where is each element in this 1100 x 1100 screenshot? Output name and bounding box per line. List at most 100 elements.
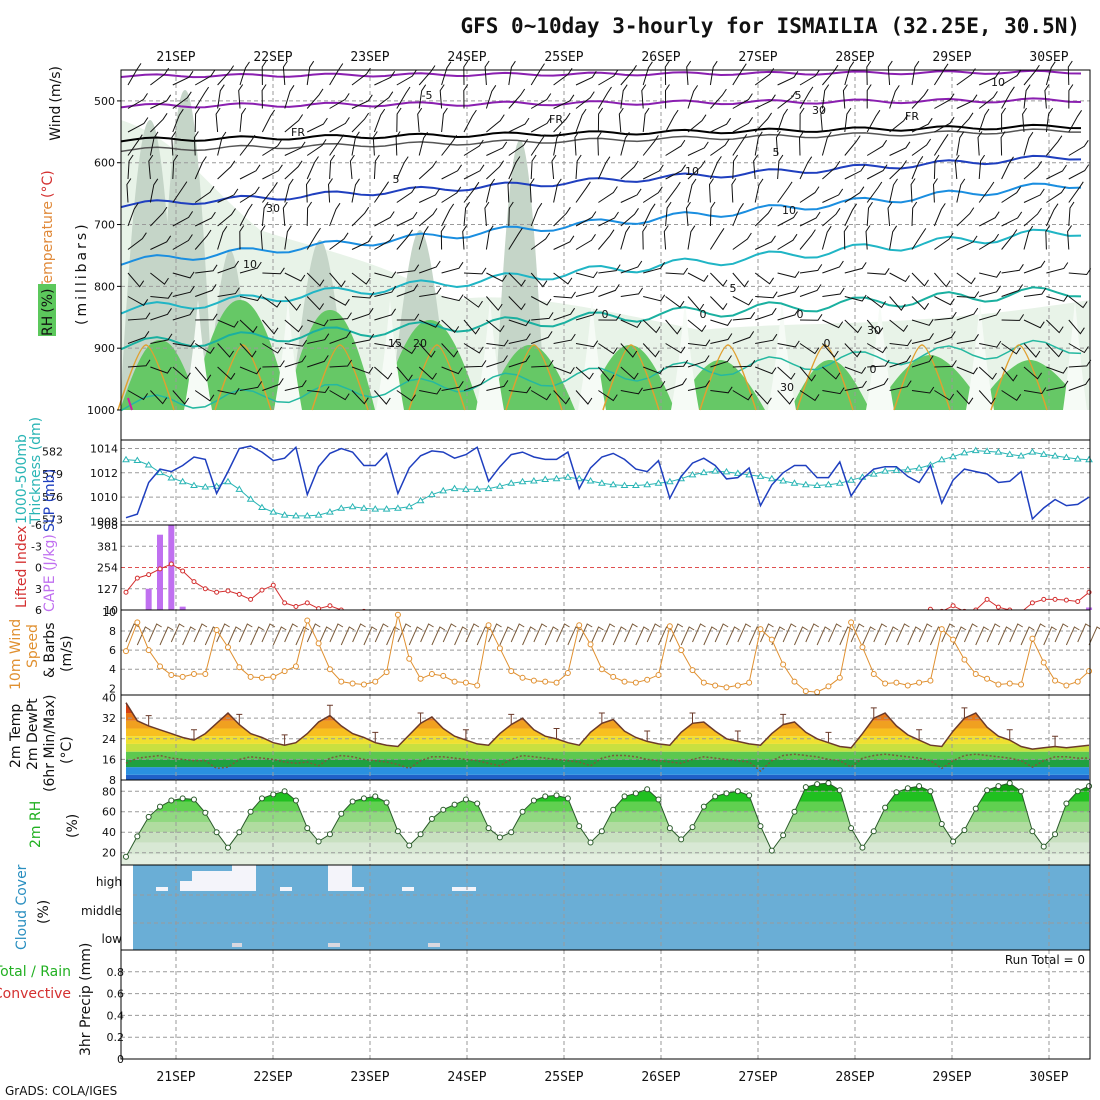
wind-barb bbox=[172, 271, 195, 279]
rh-2m-line-point bbox=[723, 790, 730, 797]
rh-dry-gap bbox=[866, 300, 894, 410]
wind-barb bbox=[351, 112, 370, 133]
contour-label: 10 bbox=[685, 165, 699, 178]
thickness-line-point bbox=[835, 479, 844, 486]
wind-speed-line-point bbox=[123, 648, 129, 655]
wind-barb bbox=[642, 164, 664, 180]
wind-barb bbox=[418, 160, 437, 180]
wind-barb bbox=[194, 366, 212, 382]
date-label-bottom: 25SEP bbox=[544, 1070, 583, 1085]
wind-barb bbox=[753, 154, 759, 180]
wind-barb bbox=[822, 260, 844, 274]
wind-speed-line-point bbox=[281, 668, 288, 675]
wind-barb-10m bbox=[1054, 623, 1069, 643]
date-label-top: 25SEP bbox=[544, 50, 583, 65]
wind-speed-line-point bbox=[1029, 635, 1036, 642]
slp-tick-label: 1010 bbox=[90, 491, 118, 504]
thickness-line-point bbox=[903, 465, 912, 473]
wind-barb bbox=[933, 203, 946, 227]
rh-2m-line-point bbox=[451, 801, 458, 808]
wind-barb bbox=[1023, 387, 1047, 395]
wind-barb bbox=[956, 307, 979, 321]
precip-tick-label: 0.4 bbox=[107, 1009, 125, 1022]
thickness-line-point bbox=[881, 467, 889, 474]
wind-speed-line-point bbox=[972, 670, 979, 677]
wind-barb-10m bbox=[442, 623, 457, 643]
wind-barb-10m bbox=[635, 626, 650, 646]
rh-2m-line-point bbox=[394, 828, 401, 835]
wind-barb-10m bbox=[136, 626, 151, 646]
rh-tick-label: 40 bbox=[102, 826, 116, 839]
cloud-cover-panel: high middle low bbox=[81, 864, 1091, 951]
thickness-line-point bbox=[450, 484, 459, 492]
wind-barb bbox=[239, 61, 250, 86]
wind-speed-line-point bbox=[1018, 681, 1025, 688]
cloud-tick-label: low bbox=[102, 932, 123, 946]
wind-barb bbox=[127, 154, 134, 180]
minmax-whisker bbox=[145, 715, 152, 726]
wind-barb-10m bbox=[760, 623, 774, 643]
wind-barb bbox=[1046, 164, 1067, 180]
date-label-top: 28SEP bbox=[835, 50, 874, 65]
thickness-line-point bbox=[462, 485, 470, 492]
wind-barb bbox=[754, 178, 764, 203]
thickness-line-point bbox=[563, 473, 572, 480]
wind-barb-10m bbox=[963, 623, 978, 643]
wind-barb bbox=[306, 117, 328, 133]
wind-barb bbox=[687, 296, 705, 311]
minmax-whisker bbox=[281, 734, 288, 746]
wind-barb bbox=[150, 366, 172, 374]
wind-barb bbox=[553, 291, 576, 299]
wind-barb-10m bbox=[454, 626, 468, 646]
wind-barb bbox=[777, 285, 800, 297]
wind-barb-10m bbox=[522, 626, 536, 646]
wind-barb bbox=[844, 186, 865, 203]
wind-barb bbox=[262, 343, 283, 354]
thickness-line-point bbox=[337, 504, 346, 511]
slp-thickness-panel: 1008 1010 1012 1014 573 576 579 582 bbox=[42, 439, 1093, 528]
wind-barb-10m bbox=[601, 623, 616, 643]
wind-speed-line-point bbox=[666, 623, 673, 630]
wind-speed-line-point bbox=[417, 675, 424, 682]
wind-barb bbox=[799, 86, 814, 109]
temp-ylabel-4: (°C) bbox=[59, 736, 75, 764]
minmax-whisker bbox=[417, 712, 424, 724]
cloud-tick-label: middle bbox=[81, 904, 122, 918]
rh-2m-line-point bbox=[972, 805, 979, 812]
wind-barb bbox=[887, 60, 893, 86]
wind-barb bbox=[463, 164, 485, 180]
grads-credit: GrADS: COLA/IGES bbox=[5, 1084, 117, 1098]
wind-barb bbox=[732, 360, 756, 368]
wind-barb bbox=[575, 285, 598, 297]
wind-barb bbox=[441, 381, 464, 391]
rh-2m-line-point bbox=[553, 792, 560, 799]
isotherm-minus10 bbox=[120, 69, 1082, 79]
rh-2m-panel: 20 40 60 80 bbox=[102, 779, 1093, 866]
wind-barb bbox=[889, 160, 907, 180]
rh-2m-line-point bbox=[621, 793, 628, 800]
wind-barb-10m bbox=[238, 623, 253, 643]
rh-2m-line-point bbox=[338, 810, 345, 817]
temp-tick-label: 32 bbox=[102, 712, 116, 725]
wind-barb-10m bbox=[488, 623, 502, 643]
thickness-line-point bbox=[586, 477, 595, 484]
wind-barb bbox=[1068, 296, 1088, 309]
thickness-line-point bbox=[484, 484, 493, 492]
wind-barb bbox=[911, 333, 934, 344]
wind-speed-line-point bbox=[746, 679, 753, 686]
wind-barb bbox=[978, 71, 1000, 86]
wind-barb bbox=[418, 131, 429, 156]
wind-barb bbox=[307, 355, 329, 368]
rh-2m-line-point bbox=[134, 833, 141, 840]
wind-barb bbox=[531, 312, 554, 321]
wind-barb bbox=[620, 260, 643, 274]
rh-dry-gap bbox=[376, 300, 404, 410]
wind-barb-10m bbox=[284, 623, 298, 643]
date-label-top: 21SEP bbox=[156, 50, 195, 65]
isotherm-30 bbox=[311, 344, 369, 411]
wind-barb bbox=[149, 131, 159, 156]
rh-2m-line-point bbox=[236, 829, 243, 836]
wind-barb bbox=[777, 308, 800, 321]
lifted-index-point bbox=[304, 600, 310, 606]
